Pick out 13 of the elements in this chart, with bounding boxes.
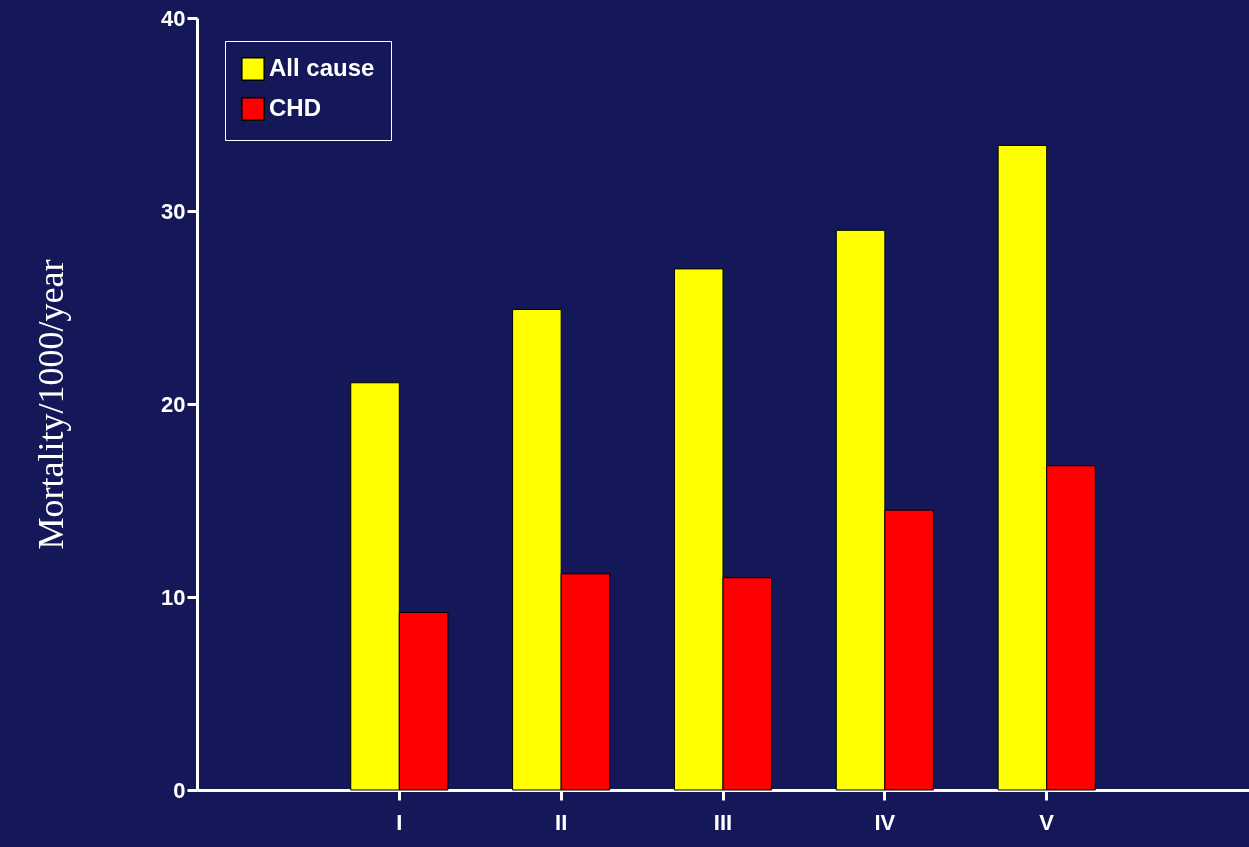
y-axis-title: Mortality/1000/year (31, 259, 72, 550)
y-tick-label: 30 (161, 198, 186, 224)
y-tick-label: 10 (161, 584, 186, 610)
x-tick-label: II (555, 809, 568, 835)
x-tick-label: I (396, 809, 403, 835)
legend-label: All cause (269, 54, 375, 81)
legend-label: CHD (269, 94, 321, 121)
x-tick-label: V (1039, 809, 1055, 835)
x-tick-label: IV (874, 809, 896, 835)
x-tick-label: III (713, 809, 733, 835)
y-tick-label: 20 (161, 391, 186, 417)
y-tick-label: 40 (161, 5, 186, 31)
y-tick-label: 0 (173, 777, 186, 803)
